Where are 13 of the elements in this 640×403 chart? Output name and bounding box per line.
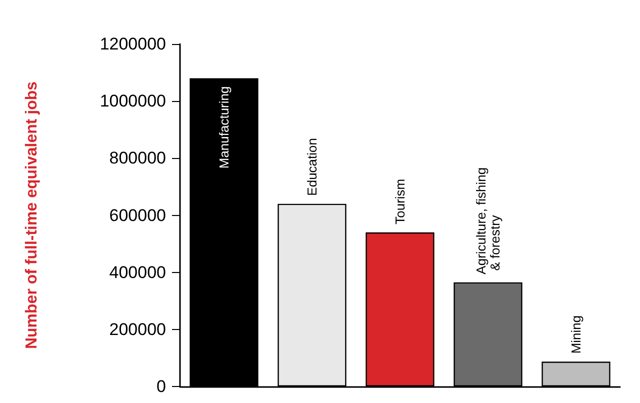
y-axis-title: Number of full-time equivalent jobs	[24, 81, 40, 350]
x-tick-label: Education	[304, 138, 320, 196]
y-tick-label: 200000	[109, 320, 166, 339]
x-tick-label: Manufacturing	[216, 86, 232, 169]
y-tick-label: 1000000	[100, 92, 166, 111]
x-tick-label: Mining	[568, 315, 584, 354]
x-tick-label: Tourism	[392, 178, 408, 224]
x-tick-label: Agriculture, fishing & forestry	[474, 167, 502, 274]
y-tick-label: 1200000	[100, 34, 166, 54]
y-tick-label: 600000	[109, 206, 166, 225]
y-tick-label: 800000	[109, 148, 166, 168]
y-tick-label: 400000	[109, 262, 166, 282]
y-tick-label: 0	[156, 377, 166, 396]
